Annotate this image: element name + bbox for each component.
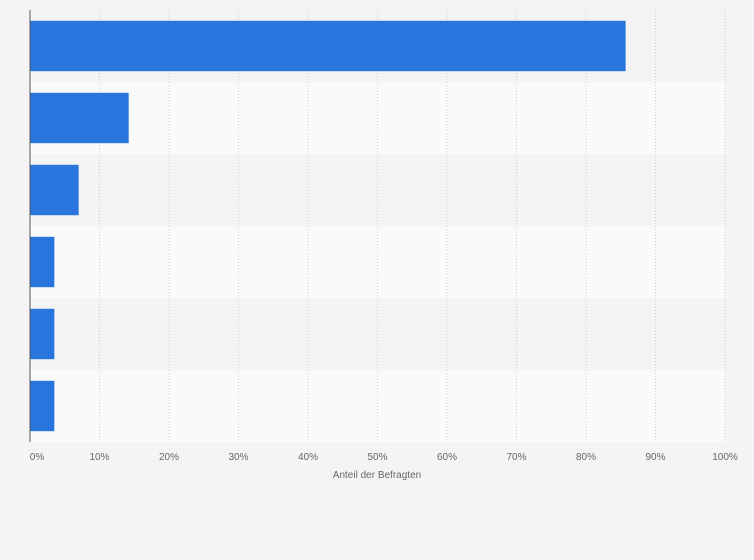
- x-tick-label: 0%: [30, 452, 45, 463]
- x-axis-title: Anteil der Befragten: [333, 470, 421, 481]
- x-tick-label: 100%: [712, 452, 738, 463]
- bar[interactable]: [30, 92, 129, 144]
- bars: [30, 20, 626, 432]
- bar[interactable]: [30, 236, 55, 288]
- gridlines: [99, 10, 726, 442]
- x-tick-label: 40%: [298, 452, 318, 463]
- x-tick-label: 50%: [367, 452, 387, 463]
- x-tick-label: 10%: [89, 452, 109, 463]
- x-tick-label: 20%: [159, 452, 179, 463]
- x-tick-label: 90%: [645, 452, 665, 463]
- x-tick-label: 80%: [576, 452, 596, 463]
- bar[interactable]: [30, 20, 626, 72]
- x-tick-label: 60%: [437, 452, 457, 463]
- x-tick-label: 30%: [228, 452, 248, 463]
- bar[interactable]: [30, 308, 55, 360]
- x-tick-labels: 0% 10% 20% 30% 40% 50% 60% 70% 80% 90% 100%: [30, 452, 738, 463]
- bar[interactable]: [30, 380, 55, 432]
- bar[interactable]: [30, 164, 79, 216]
- x-tick-label: 70%: [506, 452, 526, 463]
